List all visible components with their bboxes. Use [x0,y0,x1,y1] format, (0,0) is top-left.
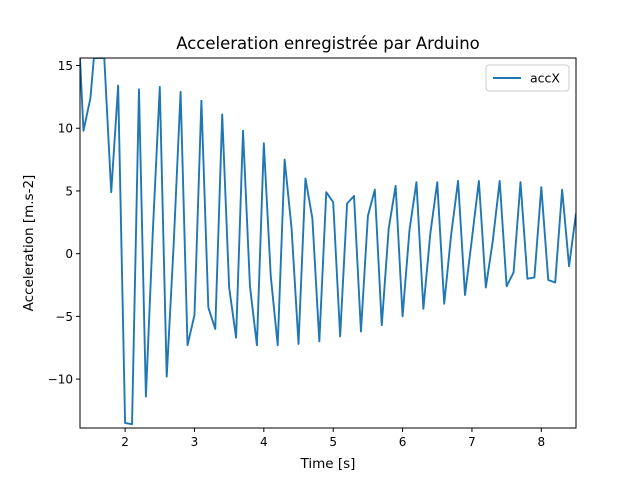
series-line-accX [80,58,576,426]
y-tick-label: −5 [55,310,73,324]
x-tick-label: 6 [399,435,407,449]
x-tick-label: 5 [329,435,337,449]
x-tick-label: 4 [260,435,268,449]
legend: accX [485,64,570,92]
y-tick-label: 10 [58,122,73,136]
plot-frame [79,57,577,429]
legend-box [485,64,570,92]
y-axis-label: Acceleration [m.s-2] [21,175,37,312]
y-tick-label: 15 [58,59,73,73]
x-tick-label: 8 [537,435,545,449]
x-axis-label: Time [s] [300,456,356,472]
legend-label-accX: accX [530,71,560,86]
x-tick-label: 3 [191,435,199,449]
axis-ticks: 2 3 4 5 6 7 8 −10 −5 0 5 10 15 [48,59,545,449]
x-tick-label: 2 [121,435,129,449]
y-tick-label: 5 [65,184,73,198]
series-layer [80,58,576,426]
chart-title: Acceleration enregistrée par Arduino [176,34,480,53]
x-tick-label: 7 [468,435,476,449]
y-tick-label: −10 [48,373,73,387]
y-tick-label: 0 [65,247,73,261]
